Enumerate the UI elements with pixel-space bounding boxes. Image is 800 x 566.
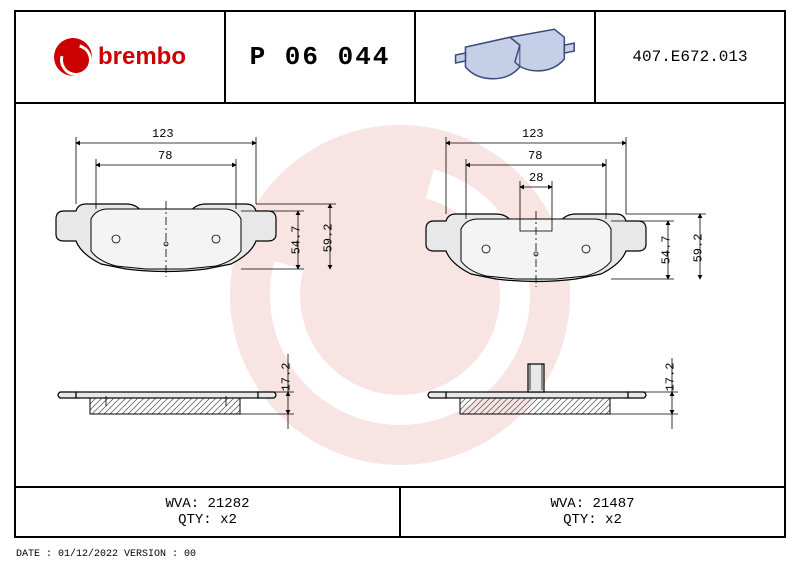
brand-mark-icon [54,38,92,76]
footer-left: WVA: 21282 QTY: x2 [16,488,401,536]
dim-width-overall: 123 [522,127,544,141]
dim-height-inner: 54.7 [659,236,673,265]
reference-number: 407.E672.013 [632,48,747,66]
qty-label: QTY: [563,512,597,528]
dim-width-inner: 78 [158,149,172,163]
qty-value: x2 [605,512,622,528]
reference-cell: 407.E672.013 [596,12,784,102]
wva-value: 21282 [208,496,250,512]
left-pad-front-svg [46,119,356,299]
footer-band: WVA: 21282 QTY: x2 WVA: 21487 QTY: x2 [16,486,784,536]
wva-row: WVA: 21487 [550,496,634,512]
dim-height-outer: 59.2 [321,224,335,253]
dim-width-inner: 78 [528,149,542,163]
dim-width-overall: 123 [152,127,174,141]
footer-right: WVA: 21487 QTY: x2 [401,488,784,536]
qty-row: QTY: x2 [178,512,237,528]
dim-width-sensor: 28 [529,171,543,185]
right-pad-front-view: 123 78 28 54.7 59.2 [416,119,746,309]
part-illustration-cell [416,12,596,102]
wva-label: WVA: [550,496,584,512]
brand-name: brembo [98,43,186,71]
qty-label: QTY: [178,512,212,528]
wva-value: 21487 [593,496,635,512]
date-version-line: DATE : 01/12/2022 VERSION : 00 [16,549,196,560]
part-iso-icon [416,17,594,97]
wva-row: WVA: 21282 [165,496,249,512]
left-pad-side-svg [46,334,356,444]
drawing-sheet: brembo P 06 044 407.E672.013 [14,10,786,538]
right-pad-side-view: 17.2 [416,334,746,444]
brand-cell: brembo [16,12,226,102]
header-row: brembo P 06 044 407.E672.013 [16,12,784,104]
dim-height-outer: 59.2 [691,234,705,263]
right-pad-side-svg [416,334,746,444]
left-pad-front-view: 123 78 54.7 59.2 [46,119,356,299]
wva-label: WVA: [165,496,199,512]
brand-logo: brembo [54,38,186,76]
dim-thickness: 17.2 [663,363,677,392]
part-number-cell: P 06 044 [226,12,416,102]
drawing-area: 123 78 54.7 59.2 [16,104,784,486]
right-pad-front-svg [416,119,746,309]
left-pad-side-view: 17.2 [46,334,356,444]
dim-thickness: 17.2 [279,363,293,392]
qty-row: QTY: x2 [563,512,622,528]
part-number: P 06 044 [250,42,391,72]
dim-height-inner: 54.7 [289,226,303,255]
qty-value: x2 [220,512,237,528]
